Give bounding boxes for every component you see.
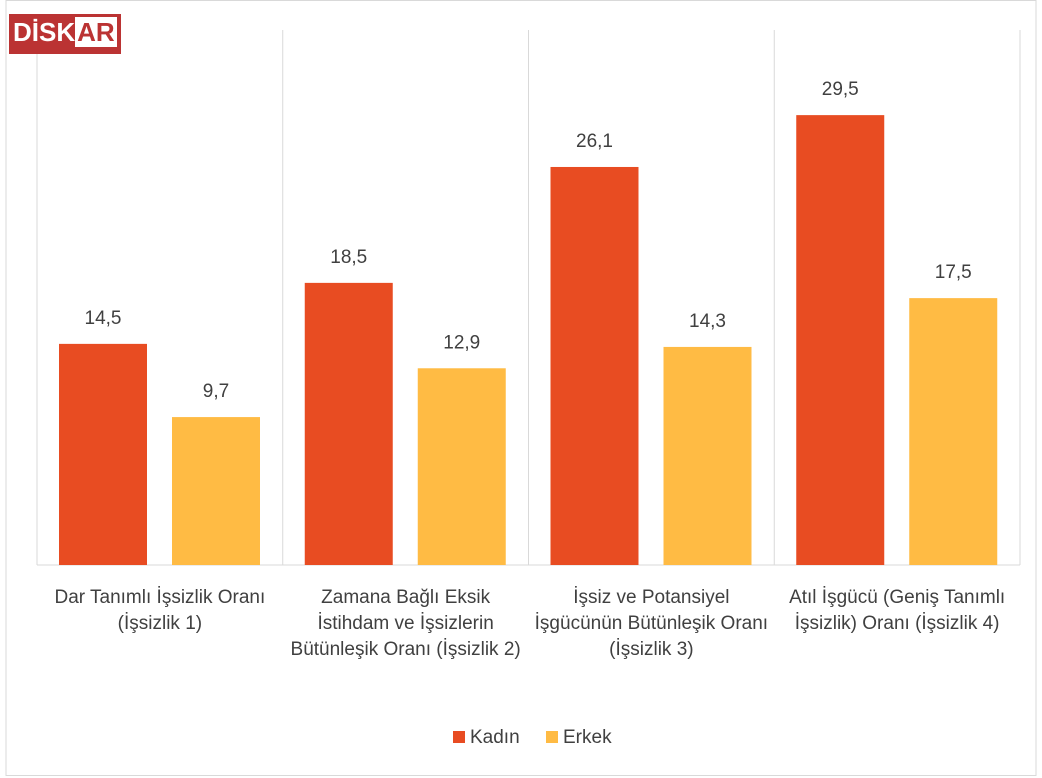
data-label: 26,1 <box>576 131 613 152</box>
data-label: 18,5 <box>330 247 367 268</box>
data-label: 12,9 <box>443 332 480 353</box>
chart-border <box>5 0 1037 776</box>
bar <box>550 166 639 565</box>
logo-main: DİSK <box>13 17 76 47</box>
legend-label: Kadın <box>470 727 520 748</box>
bar <box>909 298 998 565</box>
bar <box>59 343 147 565</box>
bar <box>304 282 393 565</box>
legend-swatch <box>546 731 558 743</box>
logo: DİSKAR <box>9 14 121 54</box>
x-tick-label: Dar Tanımlı İşsizlik Oranı (İşsizlik 1) <box>54 587 266 634</box>
data-label: 17,5 <box>935 262 972 283</box>
logo-accent: AR <box>75 17 117 47</box>
data-label: 14,3 <box>689 311 726 332</box>
legend-swatch <box>453 731 465 743</box>
legend-label: Erkek <box>563 727 612 748</box>
x-tick-label: Zamana Bağlı Eksik İstihdam ve İşsizleri… <box>290 587 521 660</box>
data-label: 29,5 <box>822 79 859 100</box>
data-label: 9,7 <box>203 381 229 402</box>
x-tick-label: İşsiz ve Potansiyel İşgücünün Bütünleşik… <box>534 587 769 660</box>
bar <box>417 368 506 565</box>
data-label: 14,5 <box>85 308 122 329</box>
bar <box>172 417 260 565</box>
bar <box>663 346 752 565</box>
x-tick-label: Atıl İşgücü (Geniş Tanımlı İşsizlik) Ora… <box>789 587 1006 634</box>
bar <box>796 115 885 565</box>
